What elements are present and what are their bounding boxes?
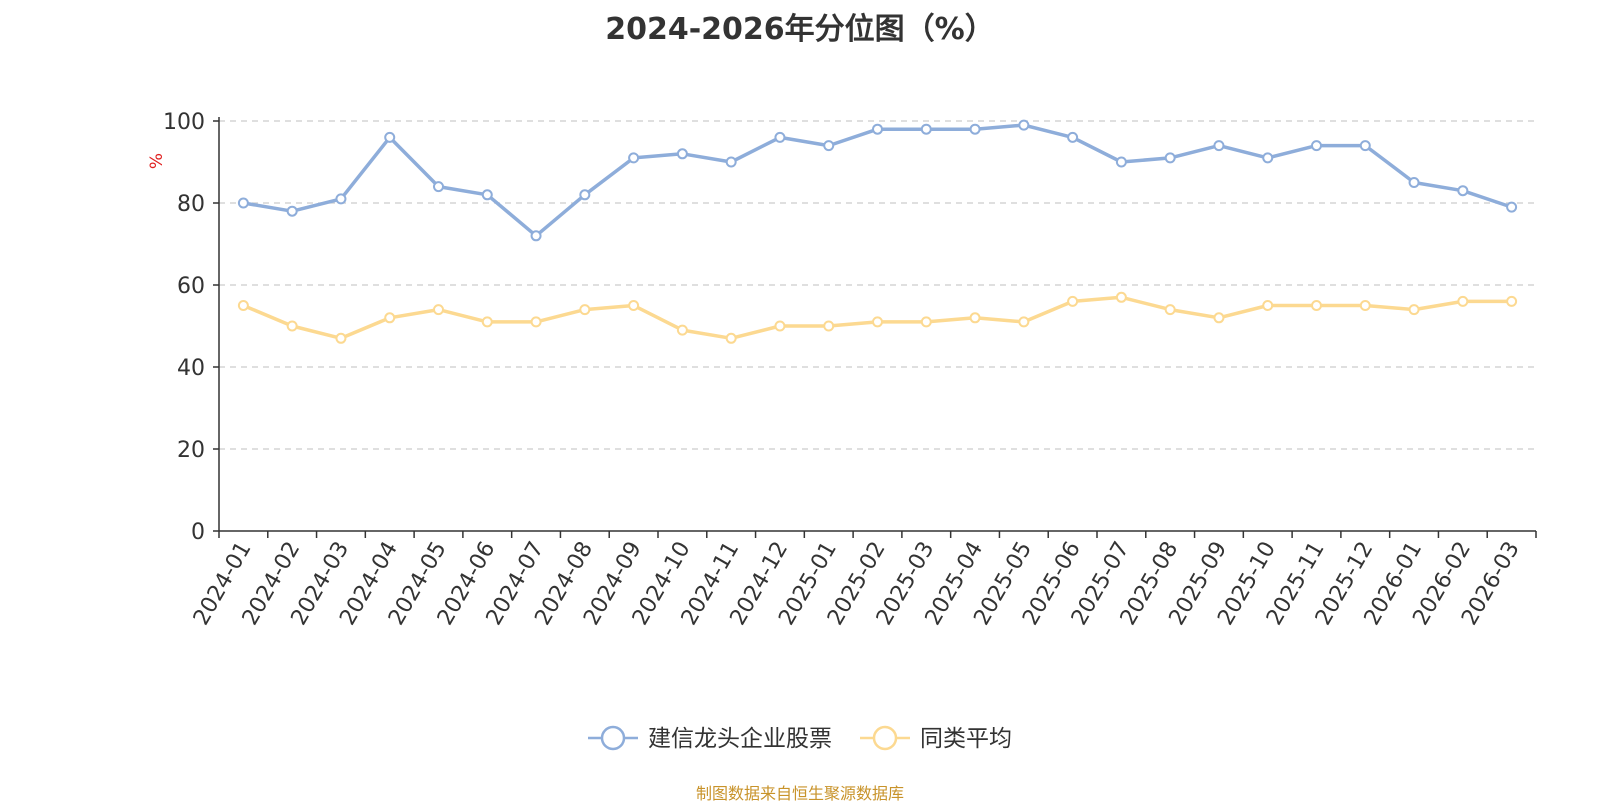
data-point	[1115, 156, 1127, 168]
legend-label: 建信龙头企业股票	[648, 726, 832, 752]
y-tick-label: 60	[177, 274, 205, 299]
data-point	[1311, 300, 1322, 311]
data-point	[1457, 295, 1469, 307]
data-point	[872, 316, 883, 328]
legend-item: 建信龙头企业股票	[588, 725, 832, 752]
data-point	[1115, 291, 1127, 303]
grid-lines	[219, 120, 1536, 450]
data-point	[1408, 177, 1420, 188]
y-tick-label: 40	[177, 356, 205, 381]
legend: 建信龙头企业股票 同类平均	[588, 725, 1012, 752]
chart-title: 2024-2026年分位图（%）	[605, 12, 995, 47]
data-point	[823, 320, 835, 332]
data-point	[384, 131, 396, 143]
data-point	[1262, 152, 1274, 164]
data-point	[579, 189, 591, 201]
axes: 020406080100%2024-012024-022024-032024-0…	[147, 110, 1537, 630]
data-point	[1359, 140, 1371, 152]
data-point	[335, 193, 347, 205]
data-point	[335, 332, 347, 344]
data-point	[1213, 140, 1225, 152]
data-point	[237, 300, 249, 311]
data-point	[1164, 152, 1176, 164]
data-point	[1164, 304, 1176, 316]
data-point	[1067, 295, 1079, 307]
data-point	[774, 320, 786, 332]
data-point	[530, 230, 542, 242]
data-point	[433, 181, 444, 193]
data-point	[481, 189, 493, 201]
data-point	[676, 324, 688, 336]
series-layer	[237, 119, 1518, 344]
data-point	[774, 131, 786, 143]
data-point	[433, 304, 444, 316]
data-point	[1311, 140, 1322, 152]
data-point	[628, 300, 640, 311]
data-point	[1457, 185, 1469, 197]
data-point	[1506, 201, 1518, 213]
series-1	[237, 119, 1518, 242]
data-point	[579, 304, 591, 316]
data-point	[1213, 312, 1225, 324]
data-point	[237, 197, 249, 209]
y-tick-label: 20	[177, 438, 205, 463]
data-point	[725, 156, 737, 168]
y-tick-label: 100	[163, 110, 205, 135]
data-point	[1262, 300, 1274, 311]
y-axis-label: %	[147, 153, 167, 169]
y-tick-label: 80	[177, 192, 205, 217]
legend-item: 同类平均	[860, 725, 1012, 752]
data-point	[872, 123, 883, 135]
data-point	[725, 332, 737, 344]
data-point	[920, 123, 932, 135]
series-2	[237, 291, 1518, 344]
legend-marker	[872, 725, 898, 751]
data-point	[823, 140, 835, 152]
series-line	[243, 123, 1513, 238]
data-point	[1408, 304, 1420, 316]
data-point	[676, 148, 688, 160]
data-point	[530, 316, 542, 328]
data-point	[384, 312, 396, 324]
data-point	[1506, 295, 1518, 307]
data-point	[1018, 316, 1030, 328]
data-point	[969, 312, 981, 324]
legend-marker	[600, 725, 626, 751]
data-point	[286, 320, 298, 332]
data-point	[969, 123, 981, 135]
data-point	[1067, 131, 1079, 143]
data-point	[628, 152, 640, 164]
data-point	[481, 316, 493, 328]
source-note: 制图数据来自恒生聚源数据库	[695, 784, 904, 803]
legend-label: 同类平均	[920, 726, 1012, 752]
data-point	[1359, 300, 1371, 311]
data-point	[920, 316, 932, 328]
data-point	[286, 205, 298, 217]
data-point	[1018, 119, 1030, 131]
y-tick-label: 0	[191, 520, 205, 545]
